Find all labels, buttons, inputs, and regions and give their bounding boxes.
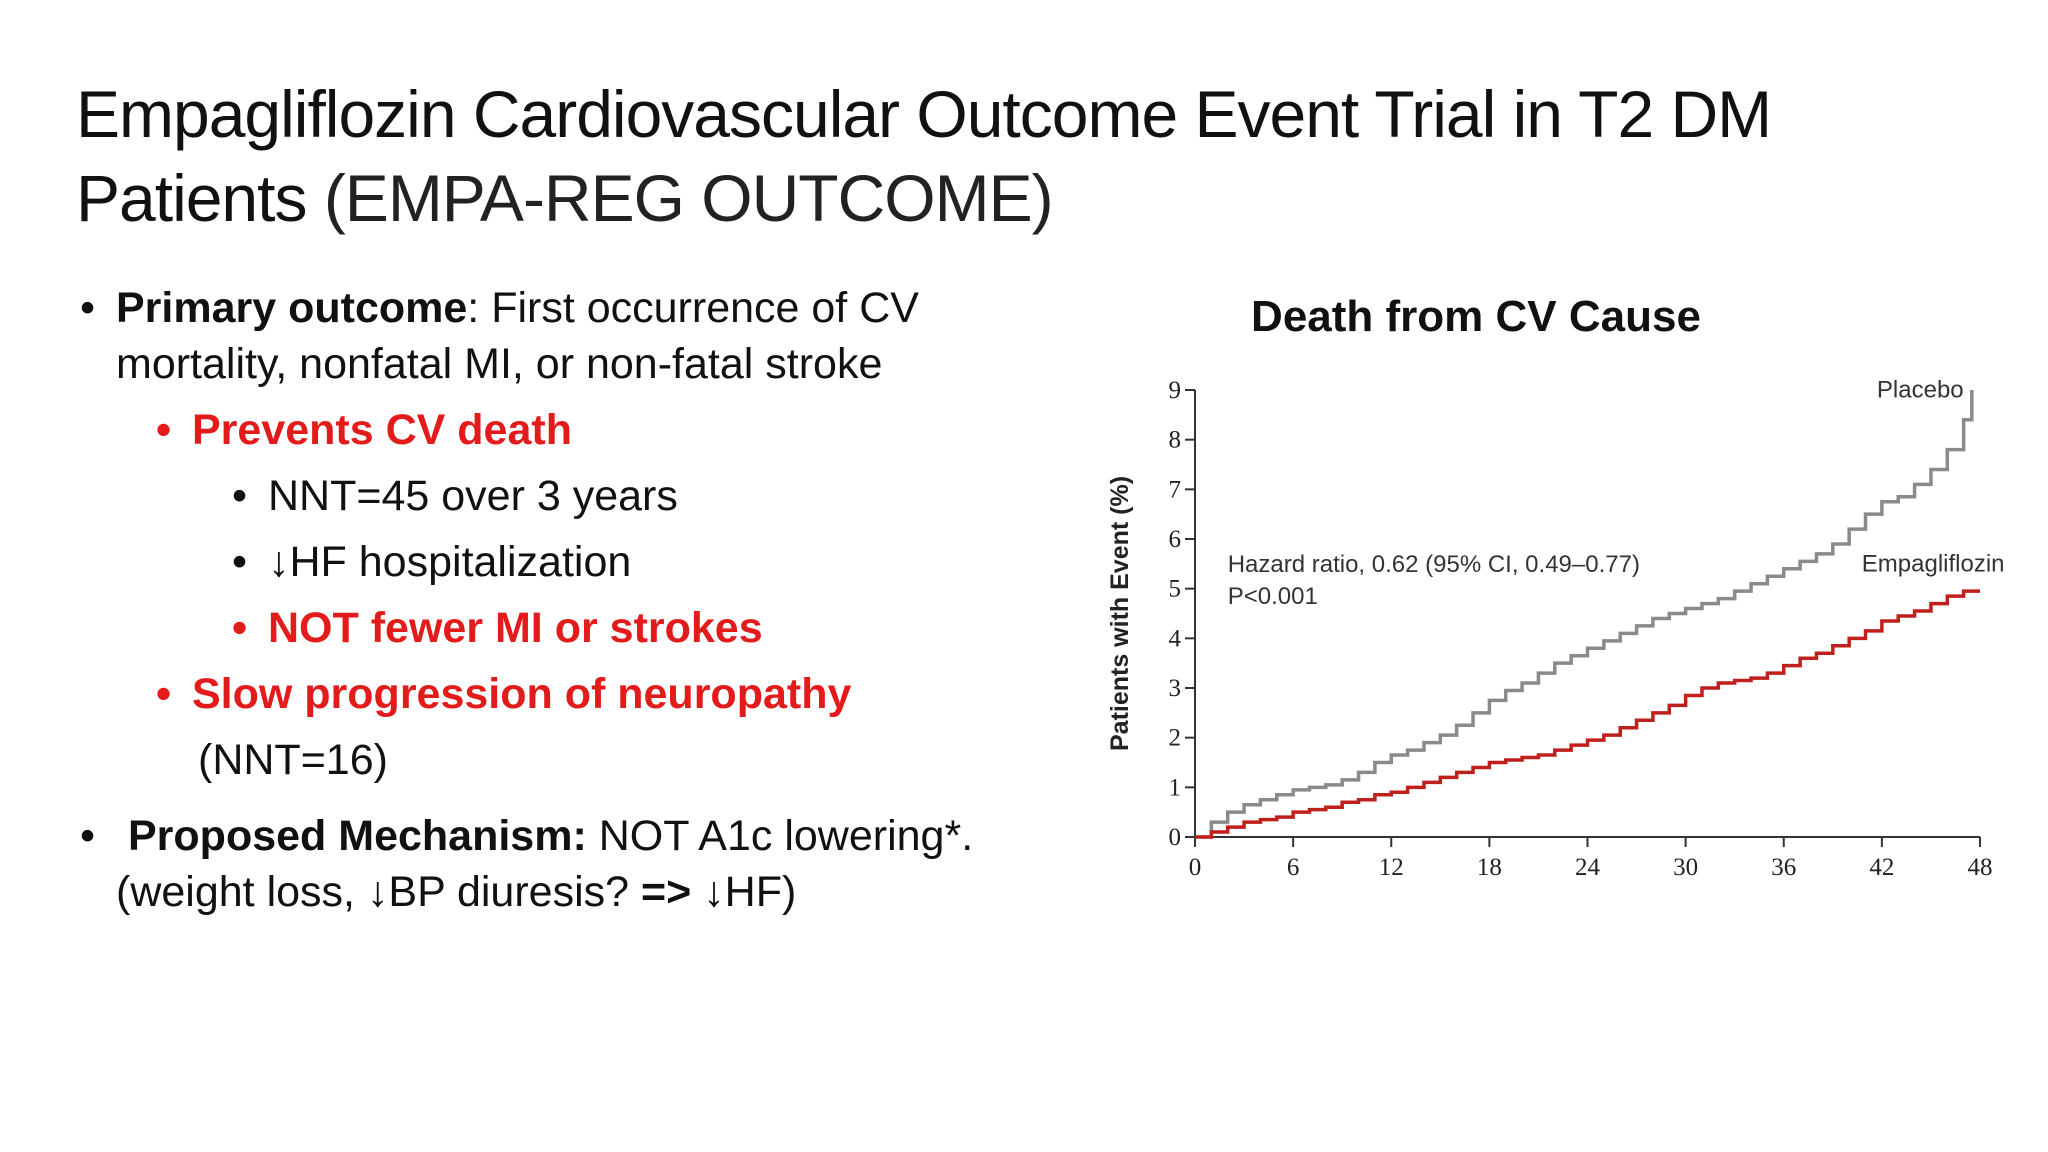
primary-outcome-continued: mortality, nonfatal MI, or non-fatal str… bbox=[116, 336, 882, 392]
y-tick-label: 8 bbox=[1169, 427, 1182, 454]
series-label-empagliflozin: Empagliflozin bbox=[1862, 550, 2005, 577]
bullet-dot: • bbox=[156, 406, 172, 454]
nnt16-line: (NNT=16) bbox=[198, 732, 388, 788]
x-tick-label: 12 bbox=[1379, 854, 1404, 881]
bullet-nnt45: • NNT=45 over 3 years bbox=[232, 468, 678, 524]
slide-title: Empagliflozin Cardiovascular Outcome Eve… bbox=[76, 72, 1876, 240]
y-tick-label: 3 bbox=[1169, 675, 1182, 702]
bullet-hf: • ↓HF hospitalization bbox=[232, 534, 632, 590]
nnt16-text: (NNT=16) bbox=[198, 736, 388, 784]
x-tick-label: 30 bbox=[1673, 854, 1698, 881]
primary-outcome-text: : First occurrence of CV bbox=[467, 284, 919, 332]
mechanism-line2-a: (weight loss, ↓BP diuresis? bbox=[116, 868, 641, 916]
hazard-ratio-annotation: Hazard ratio, 0.62 (95% CI, 0.49–0.77) bbox=[1228, 551, 1640, 578]
bullet-dot: • bbox=[80, 284, 96, 332]
y-tick-label: 4 bbox=[1169, 625, 1182, 652]
series-line-placebo bbox=[1195, 390, 1974, 839]
chart-title: Death from CV Cause bbox=[1251, 292, 1701, 341]
bullet-prevents-cv-death: • Prevents CV death bbox=[156, 402, 572, 458]
mechanism-text: NOT A1c lowering*. bbox=[586, 812, 974, 860]
bullet-mechanism: • Proposed Mechanism: NOT A1c lowering*. bbox=[80, 808, 974, 864]
bullet-dot: • bbox=[156, 670, 172, 718]
x-tick-label: 0 bbox=[1189, 854, 1202, 881]
p-value-annotation: P<0.001 bbox=[1228, 583, 1318, 610]
chart-lines bbox=[1195, 390, 1980, 839]
x-tick-label: 24 bbox=[1575, 854, 1601, 881]
y-tick-label: 7 bbox=[1169, 476, 1182, 503]
y-tick-label: 5 bbox=[1169, 576, 1182, 603]
bullet-primary-outcome: • Primary outcome: First occurrence of C… bbox=[80, 280, 919, 336]
slow-text: Slow progression of neuropathy bbox=[192, 670, 852, 718]
x-tick-label: 48 bbox=[1968, 854, 1993, 881]
series-line-empagliflozin bbox=[1195, 589, 1980, 839]
bullet-dot: • bbox=[232, 472, 248, 520]
series-label-placebo: Placebo bbox=[1877, 376, 1964, 403]
x-tick-label: 6 bbox=[1287, 854, 1300, 881]
not-fewer-text: NOT fewer MI or strokes bbox=[268, 604, 763, 652]
bullet-dot: • bbox=[232, 604, 248, 652]
x-tick-label: 18 bbox=[1477, 854, 1502, 881]
mechanism-label: Proposed Mechanism: bbox=[128, 812, 587, 860]
bullet-dot: • bbox=[80, 812, 96, 860]
title-paren: (EMPA-REG OUTCOME) bbox=[323, 161, 1054, 235]
primary-outcome-line2: mortality, nonfatal MI, or non-fatal str… bbox=[116, 340, 883, 388]
primary-outcome-label: Primary outcome bbox=[116, 284, 468, 332]
mechanism-continued: (weight loss, ↓BP diuresis? => ↓HF) bbox=[116, 864, 796, 920]
prevents-text: Prevents CV death bbox=[192, 406, 572, 454]
x-tick-label: 42 bbox=[1869, 854, 1894, 881]
x-tick-label: 36 bbox=[1771, 854, 1796, 881]
hf-text: ↓HF hospitalization bbox=[268, 538, 632, 586]
nnt45-text: NNT=45 over 3 years bbox=[268, 472, 678, 520]
mechanism-arrow: => bbox=[641, 868, 692, 916]
y-axis-label: Patients with Event (%) bbox=[1106, 476, 1134, 751]
bullet-not-fewer: • NOT fewer MI or strokes bbox=[232, 600, 763, 656]
bullet-dot: • bbox=[232, 538, 248, 586]
bullet-slow-progression: • Slow progression of neuropathy bbox=[156, 666, 852, 722]
mechanism-line2-b: ↓HF) bbox=[691, 868, 797, 916]
y-tick-label: 9 bbox=[1169, 377, 1182, 404]
y-tick-label: 1 bbox=[1169, 774, 1182, 801]
y-tick-label: 0 bbox=[1169, 824, 1182, 851]
title-main: Empagliflozin Cardiovascular Outcome Eve… bbox=[76, 77, 1772, 235]
y-tick-label: 2 bbox=[1169, 725, 1182, 752]
y-tick-label: 6 bbox=[1169, 526, 1182, 553]
